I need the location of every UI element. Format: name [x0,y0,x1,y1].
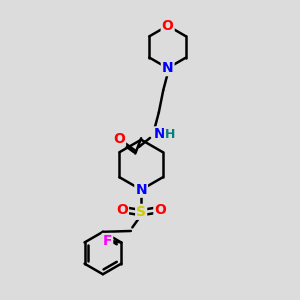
Text: O: O [116,203,128,218]
Text: S: S [136,205,146,219]
Text: F: F [103,234,112,248]
Text: O: O [162,19,174,33]
Text: O: O [154,203,166,218]
Text: N: N [162,61,173,75]
Text: H: H [164,128,175,141]
Text: O: O [113,132,125,146]
Text: N: N [135,183,147,197]
Text: N: N [154,128,166,141]
